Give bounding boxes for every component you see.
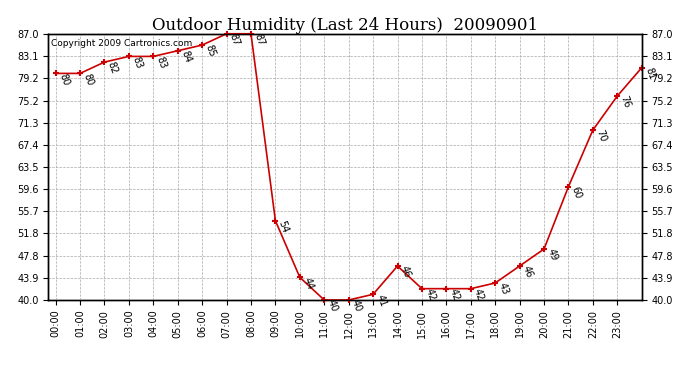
Text: 83: 83	[155, 55, 168, 70]
Text: 87: 87	[228, 32, 242, 47]
Text: 42: 42	[472, 287, 486, 302]
Text: 82: 82	[106, 61, 119, 76]
Text: 81: 81	[643, 66, 657, 81]
Text: 84: 84	[179, 50, 193, 64]
Text: 42: 42	[423, 287, 437, 302]
Text: 60: 60	[570, 185, 584, 200]
Text: 83: 83	[130, 55, 144, 70]
Text: 43: 43	[497, 282, 510, 297]
Text: 40: 40	[350, 298, 364, 314]
Text: 54: 54	[277, 219, 290, 234]
Title: Outdoor Humidity (Last 24 Hours)  20090901: Outdoor Humidity (Last 24 Hours) 2009090…	[152, 16, 538, 34]
Text: 70: 70	[594, 129, 608, 144]
Text: 46: 46	[399, 265, 413, 279]
Text: Copyright 2009 Cartronics.com: Copyright 2009 Cartronics.com	[51, 39, 193, 48]
Text: 42: 42	[448, 287, 462, 302]
Text: 85: 85	[204, 44, 217, 59]
Text: 76: 76	[619, 94, 632, 110]
Text: 80: 80	[81, 72, 95, 87]
Text: 49: 49	[545, 248, 559, 262]
Text: 41: 41	[375, 293, 388, 308]
Text: 87: 87	[253, 32, 266, 47]
Text: 46: 46	[521, 265, 535, 279]
Text: 80: 80	[57, 72, 70, 87]
Text: 44: 44	[302, 276, 315, 291]
Text: 40: 40	[326, 298, 339, 314]
